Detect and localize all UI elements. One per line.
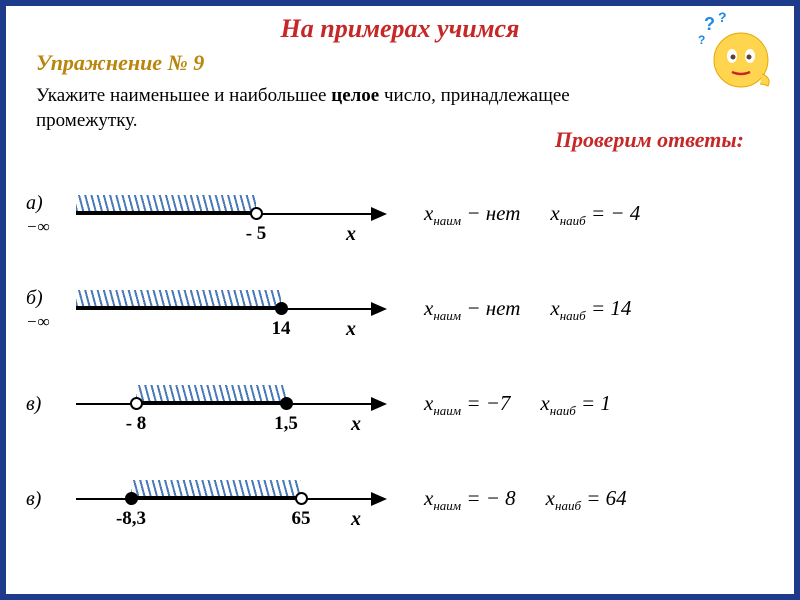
point-label: - 5 xyxy=(246,223,267,245)
point-label: -8,3 xyxy=(116,508,146,530)
interval-point xyxy=(280,397,293,410)
row-variant-label: а)−∞ xyxy=(26,192,76,238)
number-line-diagram: 14 x xyxy=(76,280,396,340)
diagram-row: а)−∞ - 5 x xнаим − нет xнаиб = − 4 xyxy=(6,167,794,262)
arrowhead-icon xyxy=(371,492,387,506)
number-line-diagram: - 5 x xyxy=(76,185,396,245)
interval-hatch xyxy=(76,195,256,213)
arrowhead-icon xyxy=(371,302,387,316)
x-axis-label: x xyxy=(351,413,361,436)
answer-max: xнаиб = − 4 xyxy=(550,201,640,229)
interval-hatch xyxy=(76,290,281,308)
diagram-row: б)−∞ 14 x xнаим − нет xнаиб = 14 xyxy=(6,262,794,357)
point-label: 14 xyxy=(272,318,291,340)
answer-min: xнаим = − 8 xyxy=(424,486,516,514)
exercise-subtitle: Упражнение № 9 xyxy=(36,50,794,76)
row-variant-label: в) xyxy=(26,488,76,511)
answer-max: xнаиб = 1 xyxy=(540,391,611,419)
axis-line xyxy=(76,213,376,216)
diagram-row: в) - 8 1,5 x xнаим = −7 xнаиб = 1 xyxy=(6,357,794,452)
interval-hatch xyxy=(131,480,301,498)
interval-point xyxy=(125,492,138,505)
arrowhead-icon xyxy=(371,397,387,411)
answer-min: xнаим = −7 xyxy=(424,391,510,419)
svg-text:?: ? xyxy=(698,33,705,47)
x-axis-label: x xyxy=(351,508,361,531)
answer-pair: xнаим − нет xнаиб = − 4 xyxy=(424,201,640,229)
arrowhead-icon xyxy=(371,207,387,221)
diagram-row: в) -8,3 65 x xнаим = − 8 xнаиб = 64 xyxy=(6,452,794,547)
thinking-emoji-icon: ? ? ? xyxy=(696,12,776,92)
interval-point xyxy=(275,302,288,315)
row-variant-label: в) xyxy=(26,393,76,416)
answer-min: xнаим − нет xyxy=(424,296,520,324)
x-axis-label: x xyxy=(346,318,356,341)
axis-line xyxy=(76,498,376,501)
axis-line xyxy=(76,403,376,406)
answer-pair: xнаим − нет xнаиб = 14 xyxy=(424,296,631,324)
svg-text:?: ? xyxy=(718,12,727,25)
point-label: 65 xyxy=(292,508,311,530)
diagram-rows: а)−∞ - 5 x xнаим − нет xнаиб = − 4 б)−∞ 14 x xна… xyxy=(6,167,794,547)
page-title: На примерах учимся xyxy=(6,14,794,44)
answer-pair: xнаим = − 8 xнаиб = 64 xyxy=(424,486,627,514)
answer-min: xнаим − нет xyxy=(424,201,520,229)
interval-point xyxy=(130,397,143,410)
task-text: Укажите наименьшее и наибольшее целое чи… xyxy=(36,84,674,133)
x-axis-label: x xyxy=(346,223,356,246)
answer-max: xнаиб = 14 xyxy=(550,296,631,324)
answer-pair: xнаим = −7 xнаиб = 1 xyxy=(424,391,611,419)
point-label: 1,5 xyxy=(274,413,298,435)
number-line-diagram: - 8 1,5 x xyxy=(76,375,396,435)
interval-point xyxy=(250,207,263,220)
interval-hatch xyxy=(136,385,286,403)
point-label: - 8 xyxy=(126,413,147,435)
answer-max: xнаиб = 64 xyxy=(546,486,627,514)
interval-point xyxy=(295,492,308,505)
axis-line xyxy=(76,308,376,311)
row-variant-label: б)−∞ xyxy=(26,287,76,333)
number-line-diagram: -8,3 65 x xyxy=(76,470,396,530)
svg-text:?: ? xyxy=(704,14,715,34)
